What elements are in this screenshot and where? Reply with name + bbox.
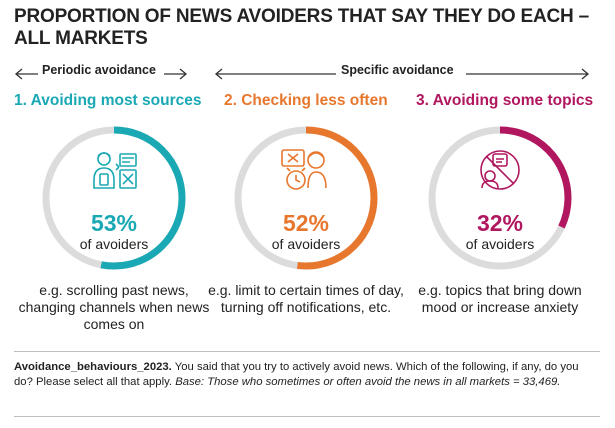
donut-arc: [42, 126, 186, 270]
percent-sublabel: of avoiders: [465, 236, 535, 252]
periodic-arrowhead-right: [179, 68, 188, 80]
specific-arrowhead-left: [214, 68, 223, 80]
footnote-question: You said that you try to actively avoid …: [14, 361, 579, 388]
top-divider: [14, 351, 600, 352]
footnote: Avoidance_behaviours_2023. You said that…: [14, 360, 600, 389]
chart-title: PROPORTION OF NEWS AVOIDERS THAT SAY THE…: [14, 6, 590, 49]
percent-sublabel: of avoiders: [79, 236, 149, 252]
donut-chart: [42, 126, 186, 270]
item-title: 2. Checking less often: [224, 92, 388, 109]
periodic-label: Periodic avoidance: [38, 63, 160, 77]
percent-label: 53%: [90, 210, 138, 236]
specific-label: Specific avoidance: [337, 63, 458, 77]
donut-arc: [234, 126, 378, 270]
example-text: e.g. scrolling past news, changing chann…: [18, 282, 210, 332]
footnote-variable: Avoidance_behaviours_2023.: [14, 361, 172, 373]
periodic-arrowhead-left: [14, 68, 23, 80]
item-title: 1. Avoiding most sources: [14, 92, 202, 109]
donut-chart: [234, 126, 378, 270]
donut-chart: [428, 126, 572, 270]
example-text: e.g. topics that bring down mood or incr…: [418, 282, 582, 315]
percent-sublabel: of avoiders: [271, 236, 341, 252]
percent-label: 32%: [476, 210, 524, 236]
donut-arc: [428, 126, 572, 270]
prohibited-topic-icon: [480, 150, 520, 190]
scrolling-person-icon: [93, 152, 137, 189]
item-title: 3. Avoiding some topics: [416, 92, 594, 109]
example-text: e.g. limit to certain times of day, turn…: [208, 282, 404, 315]
group-arrows: [14, 68, 590, 80]
footnote-base: Base: Those who sometimes or often avoid…: [175, 375, 561, 388]
clock-person-icon: [281, 149, 327, 190]
bottom-divider: [14, 416, 600, 417]
percent-label: 52%: [282, 210, 330, 236]
specific-arrowhead-right: [581, 68, 590, 80]
